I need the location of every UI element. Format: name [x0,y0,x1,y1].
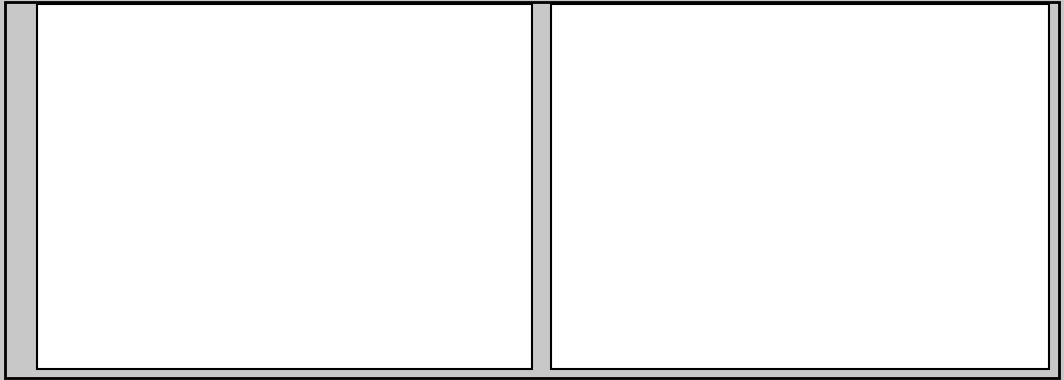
Legend: Control, 14°C, 17°C, 20°C: Control, 14°C, 17°C, 20°C [688,334,945,352]
Y-axis label: Shell length (μm): Shell length (μm) [41,102,55,225]
X-axis label: Rearing days: Rearing days [250,307,340,320]
Y-axis label: Survival rate (%): Survival rate (%) [563,104,577,223]
Legend: Control, 14°C, 17°C, 20°C: Control, 14°C, 17°C, 20°C [167,334,423,352]
X-axis label: Rearing days: Rearing days [771,307,862,320]
